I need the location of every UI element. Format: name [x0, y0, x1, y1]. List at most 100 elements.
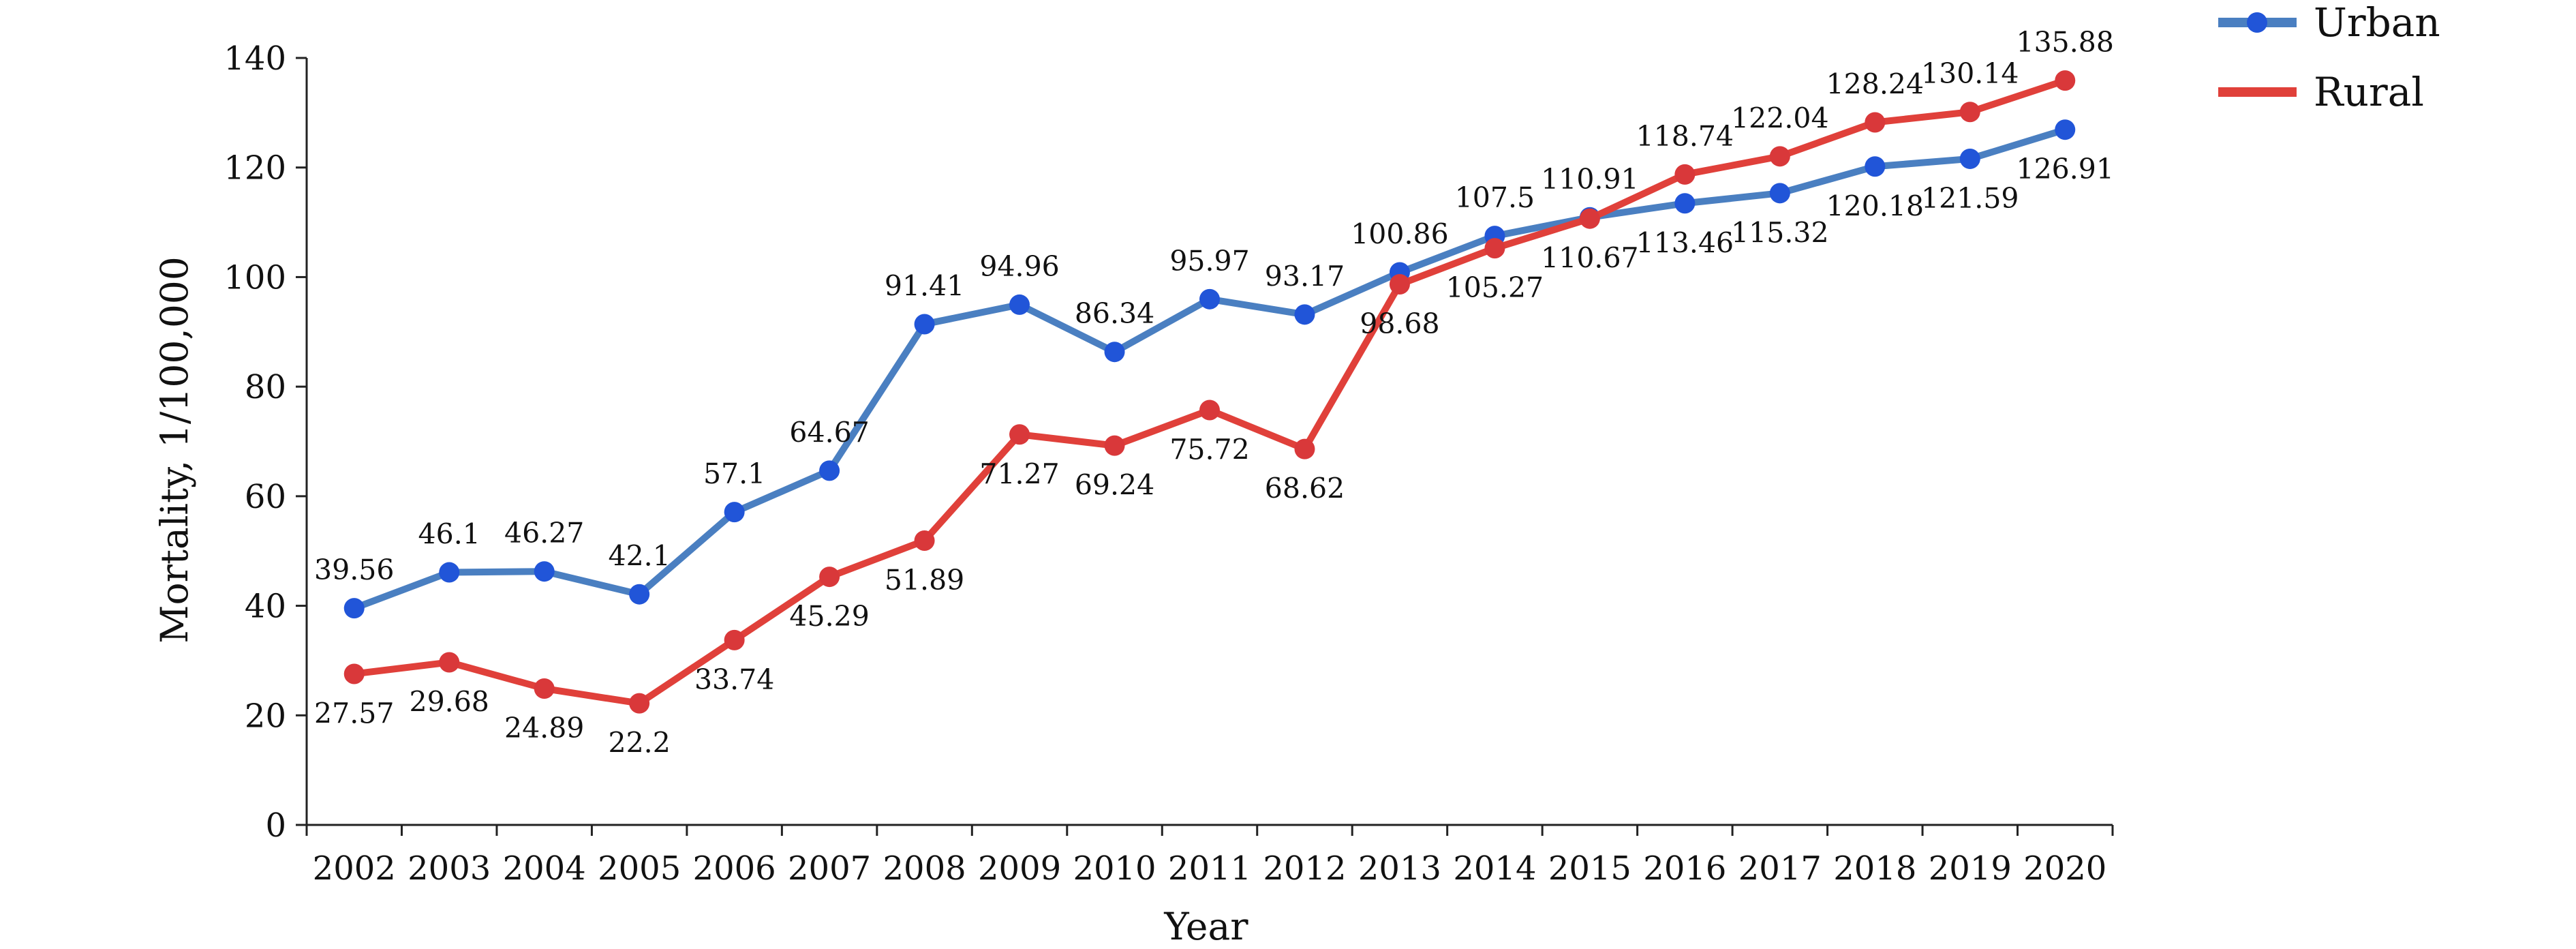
data-point-rural [1294, 438, 1315, 460]
data-label-urban: 113.46 [1636, 226, 1734, 259]
data-point-rural [1199, 400, 1220, 421]
axes: 0 20 40 60 80 100 120 140 2002 2003 2004 2005 2006 20… [224, 40, 2114, 888]
data-point-rural [629, 693, 650, 714]
x-tick-label: 2006 [693, 849, 776, 888]
data-label-urban: 64.67 [789, 416, 869, 449]
data-label-urban: 46.27 [504, 517, 584, 549]
x-tick-label: 2012 [1263, 849, 1346, 888]
series-line-urban [350, 126, 2069, 612]
data-point-urban [343, 598, 365, 619]
data-label-urban: 42.1 [609, 540, 671, 573]
x-tick-label: 2007 [788, 849, 871, 888]
x-tick-label: 2018 [1833, 849, 1916, 888]
x-tick-label: 2020 [2023, 849, 2106, 888]
data-label-urban: 94.96 [979, 250, 1059, 283]
data-point-urban [1865, 156, 1886, 177]
x-tick-label: 2016 [1643, 849, 1726, 888]
data-label-rural: 51.89 [885, 564, 964, 597]
y-tick-label: 20 [245, 697, 286, 735]
data-point-urban [819, 460, 840, 481]
data-label-rural: 98.68 [1360, 307, 1439, 340]
data-label-rural: 105.27 [1446, 271, 1544, 304]
legend-label-urban: Urban [2314, 0, 2440, 46]
data-label-rural: 130.14 [1921, 57, 2019, 90]
data-point-rural [1009, 424, 1030, 445]
data-label-urban: 86.34 [1075, 297, 1154, 330]
data-label-rural: 110.67 [1541, 242, 1638, 275]
y-axis-title: Mortality, 1/100,000 [153, 256, 196, 644]
data-point-urban [724, 502, 745, 523]
data-point-urban [914, 314, 935, 335]
data-point-rural [724, 629, 745, 650]
data-label-urban: 91.41 [885, 269, 964, 302]
data-point-rural [1579, 208, 1600, 229]
x-tick-label: 2005 [598, 849, 681, 888]
data-point-rural [1865, 112, 1886, 133]
data-point-rural [1959, 102, 1980, 123]
x-tick-label: 2013 [1358, 849, 1441, 888]
x-tick-label: 2014 [1453, 849, 1536, 888]
data-point-rural [1674, 164, 1696, 185]
data-label-rural: 69.24 [1075, 469, 1154, 502]
data-point-rural [1389, 274, 1410, 295]
data-label-rural: 33.74 [694, 663, 774, 696]
data-point-urban [1009, 294, 1030, 315]
x-tick-label: 2011 [1168, 849, 1251, 888]
data-point-urban [1674, 193, 1696, 214]
x-tick-label: 2008 [883, 849, 966, 888]
data-label-urban: 100.86 [1351, 218, 1448, 251]
data-point-rural [914, 530, 935, 552]
x-tick-label: 2015 [1548, 849, 1631, 888]
data-point-urban [534, 561, 555, 582]
x-tick-label: 2017 [1738, 849, 1822, 888]
legend-marker-urban [2247, 12, 2267, 33]
data-label-urban: 126.91 [2017, 153, 2114, 185]
data-label-urban: 39.56 [314, 554, 394, 586]
data-label-rural: 128.24 [1826, 68, 1924, 101]
data-point-urban [2055, 119, 2076, 140]
data-point-rural [1104, 435, 1125, 456]
data-point-rural [1484, 238, 1505, 259]
data-labels: 39.56 46.1 46.27 42.1 57.1 64.67 91.41 94.96 86.… [314, 26, 2114, 759]
data-point-urban [439, 562, 460, 583]
y-tick-label: 60 [245, 478, 286, 516]
data-label-rural: 118.74 [1636, 120, 1734, 153]
data-label-rural: 122.04 [1731, 102, 1828, 134]
data-label-rural: 29.68 [410, 686, 489, 719]
y-tick-label: 120 [224, 149, 286, 187]
data-point-rural [343, 663, 365, 684]
x-axis-title: Year [1163, 905, 1248, 948]
y-tick-label: 40 [245, 588, 286, 626]
data-label-urban: 57.1 [703, 457, 765, 490]
data-label-urban: 107.5 [1455, 181, 1535, 214]
y-tick-label: 140 [224, 40, 286, 78]
data-point-rural [819, 567, 840, 588]
data-label-urban: 110.91 [1541, 163, 1638, 196]
data-point-urban [1769, 183, 1790, 204]
x-tick-label: 2004 [503, 849, 586, 888]
data-label-urban: 115.32 [1731, 216, 1828, 249]
data-point-urban [629, 584, 650, 605]
x-tick-label: 2010 [1073, 849, 1156, 888]
data-label-rural: 135.88 [2017, 26, 2114, 59]
data-point-rural [534, 678, 555, 699]
data-label-rural: 75.72 [1169, 434, 1249, 466]
data-label-urban: 120.18 [1826, 190, 1924, 222]
data-label-rural: 24.89 [504, 712, 584, 744]
series-layer [343, 70, 2076, 714]
data-point-urban [1294, 304, 1315, 325]
x-tick-label: 2009 [978, 849, 1061, 888]
x-tick-label: 2002 [313, 849, 396, 888]
data-point-urban [1959, 148, 1980, 169]
y-tick-label: 100 [224, 258, 286, 297]
data-label-rural: 68.62 [1265, 472, 1345, 505]
data-label-urban: 93.17 [1265, 260, 1345, 292]
data-label-urban: 121.59 [1921, 182, 2019, 215]
legend-label-rural: Rural [2314, 69, 2424, 115]
data-label-rural: 45.29 [789, 600, 869, 633]
data-point-rural [439, 652, 460, 673]
series-line-rural [350, 77, 2069, 707]
data-point-urban [1104, 342, 1125, 363]
legend: Urban Rural [2218, 0, 2440, 115]
x-tick-label: 2003 [408, 849, 491, 888]
